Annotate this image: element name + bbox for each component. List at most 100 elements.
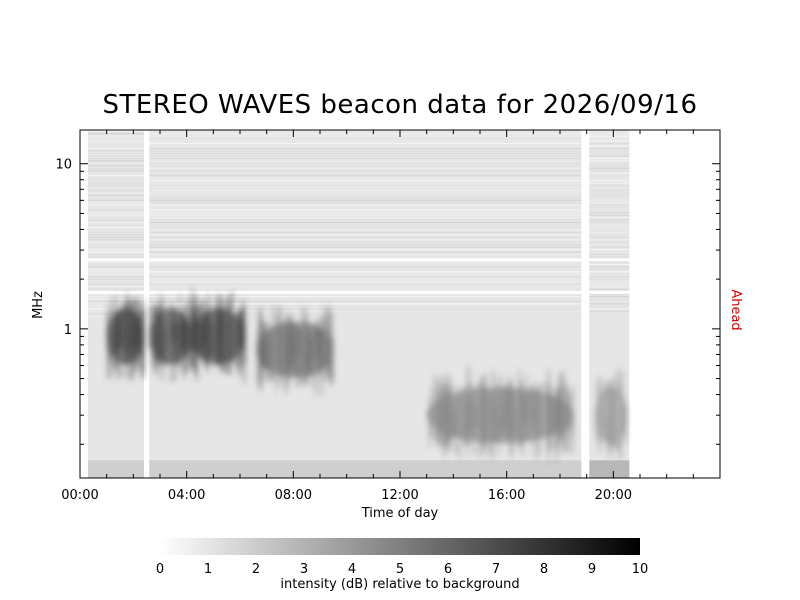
- burst-streak: [518, 400, 520, 437]
- burst-streak: [140, 332, 142, 358]
- burst-streak: [287, 310, 290, 386]
- background-striation: [88, 157, 144, 159]
- colorbar-label: intensity (dB) relative to background: [280, 577, 519, 592]
- background-striation: [589, 234, 630, 236]
- background-striation: [149, 145, 582, 147]
- burst-streak: [317, 320, 320, 360]
- background-striation: [589, 172, 630, 174]
- burst-streak: [117, 326, 120, 353]
- background-striation: [589, 185, 630, 187]
- background-striation: [88, 197, 144, 199]
- burst-streak: [528, 389, 530, 442]
- background-striation: [149, 239, 582, 241]
- burst-streak: [141, 312, 143, 380]
- burst-streak: [524, 394, 526, 421]
- x-tick-label: 08:00: [275, 488, 312, 503]
- burst-streak: [437, 392, 440, 442]
- background-striation: [149, 313, 582, 315]
- background-striation: [149, 246, 582, 248]
- x-axis-label: Time of day: [361, 506, 439, 521]
- burst-streak: [326, 305, 329, 374]
- background-striation: [589, 283, 630, 285]
- background-striation: [589, 207, 630, 209]
- background-striation: [88, 177, 144, 179]
- background-striation: [589, 214, 630, 216]
- burst-streak: [295, 322, 298, 357]
- burst-streak: [482, 382, 484, 449]
- burst-streak: [201, 324, 204, 349]
- background-striation: [149, 199, 582, 201]
- burst-streak: [469, 395, 471, 432]
- burst-streak: [284, 328, 286, 367]
- burst-streak: [466, 392, 469, 441]
- background-striation: [149, 271, 582, 273]
- background-striation: [589, 276, 630, 278]
- background-striation: [149, 143, 582, 145]
- background-striation: [149, 234, 582, 236]
- background-striation: [149, 212, 582, 214]
- background-striation: [589, 278, 630, 280]
- burst-streak: [467, 400, 470, 437]
- burst-streak: [194, 308, 196, 375]
- background-striation: [88, 266, 144, 268]
- burst-streak: [172, 321, 175, 344]
- burst-streak: [477, 382, 480, 430]
- burst-streak: [508, 388, 511, 447]
- background-striation: [149, 189, 582, 191]
- burst-streak: [436, 395, 439, 443]
- background-striation: [589, 231, 630, 233]
- background-striation: [88, 170, 144, 172]
- burst-streak: [510, 379, 512, 457]
- burst-streak: [319, 329, 321, 371]
- background-striation: [589, 197, 630, 199]
- burst-streak: [160, 294, 162, 362]
- burst-streak: [311, 328, 314, 389]
- background-striation: [589, 217, 630, 219]
- background-striation: [88, 192, 144, 194]
- frequency-gap-line: [149, 290, 582, 294]
- burst-streak: [594, 413, 597, 437]
- burst-streak: [429, 397, 431, 448]
- burst-streak: [615, 398, 618, 443]
- background-striation: [88, 283, 144, 285]
- colorbar-tick-label: 4: [348, 562, 356, 577]
- background-striation: [88, 133, 144, 135]
- frequency-gap-line: [149, 258, 582, 262]
- burst-streak: [269, 343, 271, 365]
- background-striation: [149, 167, 582, 169]
- background-striation: [88, 143, 144, 145]
- background-striation: [88, 155, 144, 157]
- burst-streak: [509, 383, 512, 460]
- burst-streak: [265, 322, 267, 375]
- burst-streak: [236, 310, 239, 369]
- background-striation: [589, 219, 630, 221]
- background-striation: [589, 157, 630, 159]
- background-striation: [88, 251, 144, 253]
- burst-streak: [203, 329, 206, 352]
- background-striation: [589, 224, 630, 226]
- burst-streak: [441, 401, 444, 429]
- background-striation: [589, 189, 630, 191]
- burst-streak: [217, 310, 219, 343]
- burst-streak: [301, 306, 304, 385]
- burst-streak: [158, 301, 160, 354]
- burst-streak: [613, 389, 615, 447]
- burst-streak: [314, 321, 316, 360]
- burst-streak: [172, 316, 174, 337]
- burst-streak: [149, 307, 151, 350]
- background-striation: [589, 209, 630, 211]
- background-striation: [88, 172, 144, 174]
- background-striation: [589, 249, 630, 251]
- background-striation: [88, 162, 144, 164]
- burst-streak: [289, 315, 291, 371]
- burst-streak: [446, 392, 449, 453]
- background-striation: [589, 130, 630, 132]
- x-tick-label: 04:00: [168, 488, 205, 503]
- burst-streak: [123, 323, 125, 347]
- background-striation: [88, 148, 144, 150]
- burst-streak: [185, 320, 187, 355]
- spacecraft-label: Ahead: [728, 289, 743, 330]
- background-striation: [88, 293, 144, 295]
- background-striation: [88, 214, 144, 216]
- burst-streak: [482, 397, 485, 441]
